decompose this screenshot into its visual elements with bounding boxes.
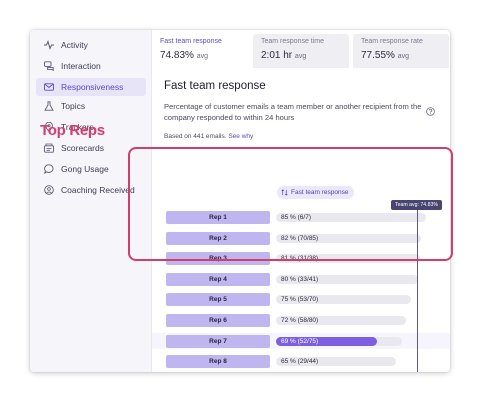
scorecard-icon bbox=[44, 143, 54, 153]
top-reps-highlight-box bbox=[128, 147, 453, 261]
page-title: Fast team response bbox=[164, 80, 266, 92]
bar-track bbox=[276, 316, 406, 325]
tab-value: 74.83% avg bbox=[160, 50, 208, 61]
bar-track bbox=[276, 213, 426, 222]
coaching-icon bbox=[44, 185, 54, 195]
content-panel: Fast team response Percentage of custome… bbox=[152, 68, 450, 372]
bar-value-label: 65 % (29/44) bbox=[281, 358, 319, 366]
tab-value: 77.55% avg bbox=[361, 50, 409, 61]
bar-track bbox=[276, 357, 396, 367]
based-on-note: Based on 441 emails. See why bbox=[164, 133, 253, 140]
table-row[interactable]: Rep 4 80 % (33/41) bbox=[152, 271, 450, 287]
top-reps-annotation: Top Reps bbox=[40, 122, 105, 139]
team-avg-line bbox=[417, 208, 418, 372]
sidebar-item-trackers[interactable]: Trackers bbox=[36, 118, 146, 136]
metric-chip-label: Fast team response bbox=[291, 189, 349, 196]
sidebar-item-label: Topics bbox=[61, 101, 86, 111]
table-row[interactable]: Rep 1 85 % (6/7) bbox=[152, 209, 450, 225]
envelope-icon bbox=[44, 83, 54, 91]
table-row[interactable]: Rep 3 81 % (31/38) bbox=[152, 250, 450, 266]
help-icon[interactable] bbox=[426, 107, 435, 116]
rep-name-label[interactable]: Rep 8 bbox=[166, 355, 270, 369]
bar-value-label: 82 % (70/85) bbox=[281, 234, 319, 242]
flask-icon bbox=[44, 101, 54, 111]
table-row[interactable]: Rep 5 75 % (53/70) bbox=[152, 291, 450, 307]
tab-team-response-rate[interactable]: Team response rate 77.55% avg bbox=[353, 34, 449, 68]
bar-track bbox=[276, 233, 421, 243]
activity-icon bbox=[44, 40, 54, 50]
table-row[interactable]: Rep 2 82 % (70/85) bbox=[152, 230, 450, 246]
bar-value-label: 85 % (6/7) bbox=[281, 214, 311, 221]
sidebar-item-responsiveness[interactable]: Responsiveness bbox=[36, 78, 146, 96]
speech-bubble-icon bbox=[44, 164, 54, 174]
tab-fast-team-response[interactable]: Fast team response 74.83% avg bbox=[152, 34, 248, 68]
bar-value-label: 80 % (33/41) bbox=[281, 275, 319, 283]
tab-label: Team response time bbox=[261, 38, 325, 45]
sidebar-item-coaching-received[interactable]: Coaching Received bbox=[36, 181, 146, 199]
sidebar-item-label: Gong Usage bbox=[61, 164, 109, 174]
rep-name-label[interactable]: Rep 2 bbox=[166, 231, 270, 245]
bar-value-label: 75 % (53/70) bbox=[281, 296, 319, 304]
bar-track bbox=[276, 274, 418, 284]
bar-track bbox=[276, 295, 411, 305]
rep-name-label[interactable]: Rep 6 bbox=[166, 314, 270, 327]
rep-name-label[interactable]: Rep 7 bbox=[166, 334, 270, 348]
rep-name-label[interactable]: Rep 5 bbox=[166, 293, 270, 307]
sidebar-item-label: Interaction bbox=[61, 61, 101, 71]
table-row[interactable]: Rep 8 65 % (29/44) bbox=[152, 353, 450, 369]
sidebar-item-gong-usage[interactable]: Gong Usage bbox=[36, 160, 146, 178]
sidebar-item-label: Coaching Received bbox=[61, 185, 135, 195]
sidebar-item-label: Responsiveness bbox=[61, 82, 124, 92]
tab-value: 2:01 hr avg bbox=[261, 50, 307, 61]
sidebar: Activity Interaction Responsiveness Topi… bbox=[30, 30, 152, 372]
sidebar-item-interaction[interactable]: Interaction bbox=[36, 57, 146, 75]
metric-chip[interactable]: Fast team response bbox=[277, 186, 355, 199]
app-window: Activity Interaction Responsiveness Topi… bbox=[30, 30, 450, 372]
rep-name-label[interactable]: Rep 4 bbox=[166, 272, 270, 286]
sidebar-item-activity[interactable]: Activity bbox=[36, 36, 146, 54]
sidebar-item-scorecards[interactable]: Scorecards bbox=[36, 139, 146, 157]
chat-bubbles-icon bbox=[44, 61, 54, 71]
see-why-link[interactable]: See why bbox=[228, 133, 254, 140]
team-avg-tag: Team avg: 74.83% bbox=[391, 200, 442, 210]
sidebar-item-topics[interactable]: Topics bbox=[36, 97, 146, 115]
bar-value-label: 69 % (52/75) bbox=[281, 337, 319, 345]
location-pin-icon bbox=[45, 122, 53, 132]
tab-team-response-time[interactable]: Team response time 2:01 hr avg bbox=[253, 34, 349, 68]
sidebar-item-label: Scorecards bbox=[61, 143, 104, 153]
bar-value-label: 72 % (58/80) bbox=[281, 317, 319, 324]
sidebar-item-label: Activity bbox=[61, 40, 88, 50]
rep-name-label[interactable]: Rep 1 bbox=[166, 211, 270, 224]
tab-label: Fast team response bbox=[160, 38, 222, 45]
bar-value-label: 81 % (31/38) bbox=[281, 255, 319, 263]
bar-fill bbox=[276, 336, 377, 346]
tab-label: Team response rate bbox=[361, 38, 423, 45]
main-panel: Fast team response 74.83% avg Team respo… bbox=[152, 30, 450, 372]
based-on-text: Based on 441 emails. bbox=[164, 133, 227, 140]
page-description: Percentage of customer emails a team mem… bbox=[164, 102, 422, 122]
table-row[interactable]: Rep 6 72 % (58/80) bbox=[152, 312, 450, 328]
rep-name-label[interactable]: Rep 3 bbox=[166, 252, 270, 266]
sort-icon bbox=[281, 189, 288, 196]
bar-track bbox=[276, 254, 420, 264]
sidebar-item-label: Trackers bbox=[61, 122, 94, 132]
table-row[interactable]: Rep 7 69 % (52/75) bbox=[152, 332, 450, 349]
